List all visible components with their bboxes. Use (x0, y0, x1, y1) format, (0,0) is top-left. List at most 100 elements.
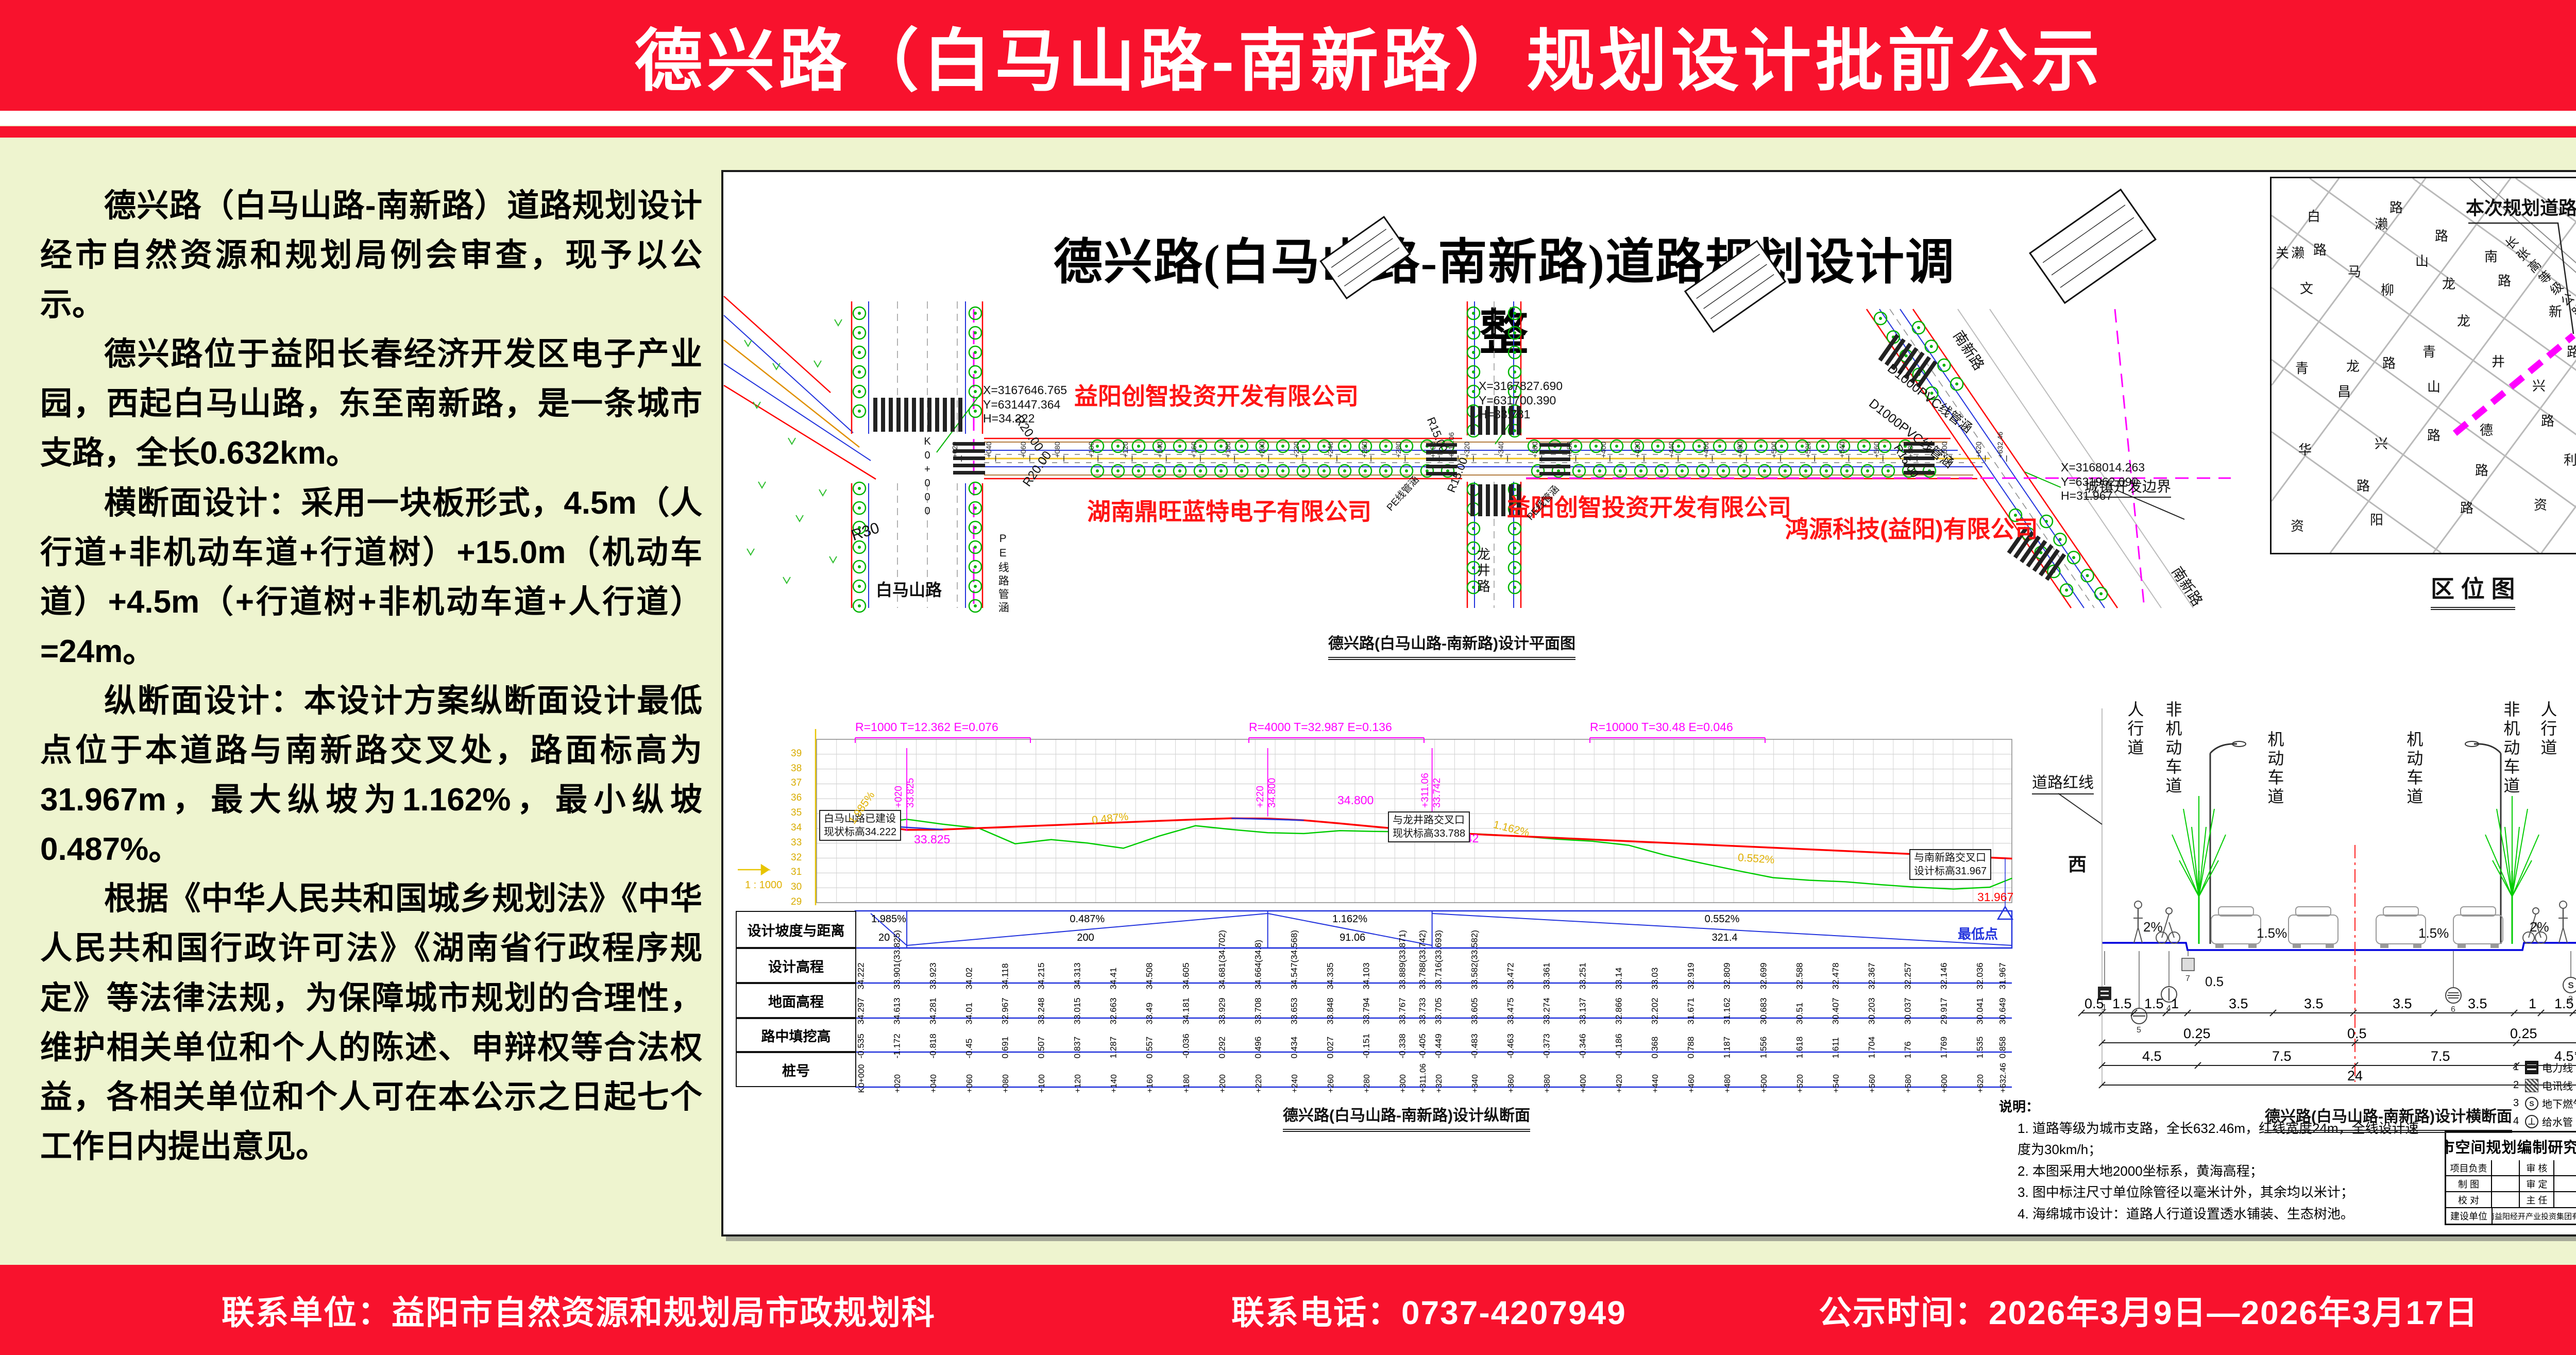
chainage-value: +480 (1723, 1074, 1733, 1093)
chainage-value: +280 (1362, 1074, 1371, 1093)
title-block-cell: 湖南益阳经开产业投资集团有限公司 (2492, 1208, 2576, 1224)
cut-fill-value: 0.557 (1145, 1036, 1155, 1059)
dim-value: 7.5 (2431, 1048, 2450, 1064)
slope-grade: 0.487% (1070, 913, 1105, 925)
map-road-char: 文 (2300, 281, 2314, 296)
dim-total-value: 24 (2347, 1068, 2363, 1083)
plan-chainage-label: +440 (1667, 442, 1676, 458)
map-road-char: 兴 (2532, 378, 2546, 394)
design-elevation-value: 31.967 (1997, 962, 2008, 990)
design-elevation-value: 34.222 (856, 962, 866, 990)
slope-grade: 1.985% (871, 913, 906, 925)
cut-fill-value: 1.76 (1903, 1041, 1913, 1059)
plan-chainage-label: +560 (1872, 442, 1880, 458)
highway-lines (2469, 178, 2576, 274)
plan-chainage-label: +632.46 (1995, 431, 2004, 458)
plan-chainage-label: +020 (951, 442, 959, 458)
drawing-title: 德兴路(白马山路-南新路)道路规划设计调整 (1054, 235, 1955, 360)
culvert-label: PE线路管涵 (997, 533, 1009, 615)
plan-chainage-label: +520 (1804, 442, 1812, 458)
plan-chainage-label: +300 (1428, 442, 1437, 458)
design-elevation-value: 33.889(33.871) (1397, 930, 1408, 990)
cut-fill-value: 1.535 (1975, 1036, 1985, 1059)
cut-fill-value: -0.186 (1614, 1034, 1624, 1059)
design-elevation-value: 33.14 (1614, 967, 1624, 990)
map-road-char: 新 (2549, 304, 2563, 319)
lane-label: 人行道 (2125, 701, 2144, 758)
utility-number: 4 (2166, 1004, 2171, 1013)
notice-paragraph: 横断面设计：采用一块板形式，4.5m（人行道+非机动车道+行道树）+15.0m（… (40, 485, 702, 669)
chainage-value: +520 (1795, 1074, 1805, 1093)
west-label: 西 (2068, 854, 2087, 875)
plan-chainage-label: +460 (1701, 442, 1710, 458)
chainage-value: +240 (1290, 1074, 1299, 1093)
dim-value: 1 (2171, 996, 2179, 1011)
chainage-value: +620 (1976, 1074, 1985, 1093)
elevation-label: 31.967 (1977, 890, 2014, 904)
grade-label: 1.5% (2257, 925, 2287, 941)
design-elevation-value: 32.146 (1939, 962, 1949, 990)
ground-elevation-value: 34.297 (856, 997, 866, 1025)
design-elevation-value: 33.788(33.742) (1417, 930, 1428, 990)
section-caption: 德兴路(白马山路-南新路)设计横断面 (2265, 1108, 2512, 1133)
lane-label: 非机动车道 (2163, 701, 2182, 796)
plan-chainage-label: +311.06 (1447, 432, 1456, 458)
map-road-char: 青 (2295, 361, 2309, 376)
plan-chainage-label: +220 (1292, 442, 1300, 458)
company-label: 鸿源科技(益阳)有限公司 (1785, 516, 2038, 543)
plan-chainage-label: +040 (985, 442, 993, 458)
profile-axis-value: 35 (791, 807, 802, 819)
design-elevation-value: 32.257 (1903, 962, 1913, 990)
chainage-value: +080 (1002, 1074, 1011, 1093)
gas-pipe-icon: S (2525, 1096, 2538, 1110)
utility-number: 7 (2185, 974, 2190, 983)
map-road-char: 濑 (2291, 245, 2305, 261)
dim-value: 1 (2529, 996, 2537, 1011)
chainage-value: +311.06 (1418, 1063, 1428, 1093)
road-label: 白马山路 (876, 581, 942, 599)
design-elevation-value: 32.588 (1794, 962, 1805, 990)
title-block-cell (2553, 1192, 2576, 1207)
design-elevation-value: 33.03 (1650, 967, 1660, 990)
chainage-value: +580 (1904, 1074, 1913, 1093)
cad-linework: S (723, 188, 2576, 1089)
chainage-value: +560 (1868, 1074, 1877, 1093)
region-map (2270, 177, 2576, 554)
chainage-value: +160 (1146, 1074, 1155, 1093)
dim-value: 3.5 (2393, 996, 2412, 1011)
map-road-char: 阳 (2370, 512, 2384, 528)
ground-elevation-value: 32.202 (1650, 997, 1660, 1025)
ground-elevation-value: 34.281 (928, 997, 938, 1025)
notice-paragraph: 德兴路位于益阳长春经济开发区电子产业园，西起白马山路，东至南新路，是一条城市支路… (40, 336, 702, 471)
map-road-char: 兴 (2375, 436, 2388, 451)
lane-label: 非机动车道 (2501, 701, 2520, 796)
utility-number: 6 (2451, 1005, 2455, 1014)
utility-number: 3 (2568, 995, 2573, 1004)
grade-label: 2% (2530, 919, 2549, 935)
design-elevation-value: 32.919 (1686, 962, 1696, 990)
planned-road-line (2452, 332, 2576, 436)
title-block-cell: 审 核 (2519, 1160, 2553, 1175)
slope-grade: 0.552% (1704, 913, 1740, 925)
lane-label: 机动车道 (2265, 731, 2284, 807)
elevation-label: 33.825 (914, 833, 951, 846)
chainage-value: +040 (929, 1074, 938, 1093)
curve-station-label: +220 34.800 (1255, 777, 1278, 808)
ground-elevation-value: 30.683 (1758, 997, 1769, 1025)
chainage-value: +360 (1506, 1074, 1516, 1093)
cut-fill-value: -0.818 (928, 1034, 938, 1059)
curve-station-label: +020 33.825 (893, 777, 916, 808)
plan-chainage-label: +060 (1019, 442, 1027, 458)
map-caption: 区 位 图 (2431, 575, 2515, 611)
profile-axis-value: 31 (791, 867, 802, 878)
design-elevation-value: 34.664(34.8) (1253, 939, 1263, 990)
design-institute: 益阳市空间规划编制研究咨询中心 (2446, 1140, 2576, 1156)
design-elevation-value: 34.547(34.568) (1289, 930, 1299, 990)
profile-scale-label: 1 : 1000 (745, 879, 783, 891)
notes-block: 说明： 1. 道路等级为城市支路，全长632.46m，红线宽度24m，全线设计速… (1999, 1096, 2427, 1225)
cut-fill-value: 0.691 (1000, 1036, 1010, 1059)
design-elevation-value: 34.41 (1109, 967, 1119, 990)
title-block-cell (2490, 1160, 2519, 1175)
ground-elevation-value: 29.917 (1939, 997, 1949, 1025)
